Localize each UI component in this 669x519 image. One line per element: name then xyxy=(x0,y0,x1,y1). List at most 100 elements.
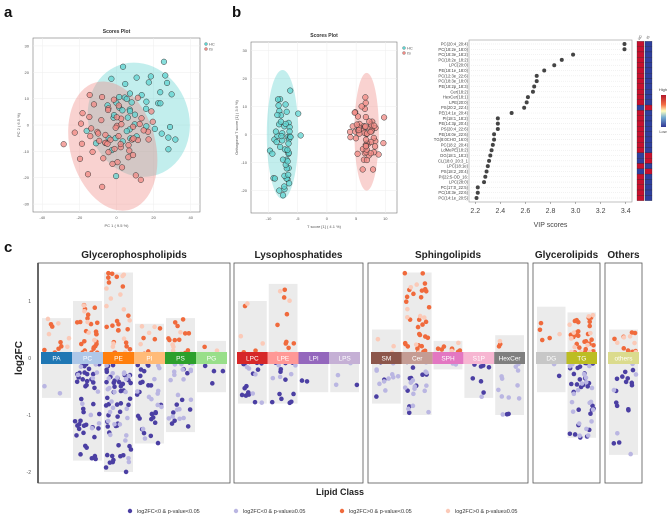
lipid-point xyxy=(140,379,145,385)
lipid-point xyxy=(96,426,101,431)
data-point-is xyxy=(86,91,93,99)
data-point-is xyxy=(358,103,365,110)
lipid-point xyxy=(425,335,431,341)
lipid-point xyxy=(557,331,562,337)
data-point-hc xyxy=(122,80,129,88)
lipid-point xyxy=(181,415,186,421)
data-point-hc xyxy=(147,73,154,80)
lipid-point xyxy=(81,430,86,436)
heatmap-cell-is xyxy=(644,83,653,90)
lipid-point xyxy=(414,282,420,287)
vip-point xyxy=(487,158,492,163)
lipid-point xyxy=(585,342,590,348)
lipid-point xyxy=(278,369,283,374)
lipid-point xyxy=(629,380,635,386)
heatmap-cell-hc xyxy=(636,147,645,153)
lipid-point xyxy=(85,316,90,321)
lipid-point xyxy=(78,452,83,457)
class-label: S1P xyxy=(473,356,485,363)
data-point-is xyxy=(359,166,366,173)
class-label: LPI xyxy=(309,356,319,363)
feature-label: PE(14:1e_20:4) xyxy=(439,111,469,116)
lipid-point xyxy=(386,376,391,381)
lipid-point xyxy=(614,376,620,382)
lipid-point xyxy=(176,337,182,343)
vip-point xyxy=(489,148,494,153)
lipid-point xyxy=(279,396,284,402)
lipid-point xyxy=(107,460,113,465)
lipid-point xyxy=(74,433,79,438)
lipid-point xyxy=(304,379,310,384)
data-point-hc xyxy=(131,111,139,118)
data-point-is xyxy=(115,102,122,109)
lipid-point xyxy=(383,388,388,393)
heatmap-cell-hc xyxy=(636,136,645,143)
data-point-is xyxy=(354,113,362,120)
lipid-point xyxy=(95,389,101,394)
data-point-hc xyxy=(123,95,130,102)
lipid-point xyxy=(104,369,110,375)
lipid-point xyxy=(583,346,589,352)
lipid-point xyxy=(181,377,186,382)
data-point-is xyxy=(145,136,152,143)
class-label: PG xyxy=(207,356,216,363)
lipid-point xyxy=(127,396,133,402)
data-point-is xyxy=(354,150,361,157)
lipid-point xyxy=(89,425,95,431)
lipid-point xyxy=(127,346,133,352)
oplsda-scores-plot: -10 -5 0 5 10 -20 -10 0 10 20 30 Scores Plot T score… xyxy=(234,33,413,229)
vip-point xyxy=(492,137,497,142)
heatmap-cell-is xyxy=(644,78,653,84)
lipid-point xyxy=(293,363,298,368)
x-tick-label: -10 xyxy=(266,216,273,221)
data-point-hc xyxy=(166,123,174,131)
lipid-point xyxy=(177,416,182,422)
data-point-hc xyxy=(143,105,150,112)
data-point-is xyxy=(137,176,144,183)
data-point-hc xyxy=(162,72,169,79)
lipid-point xyxy=(109,399,114,404)
heatmap-cell-is xyxy=(644,57,653,63)
x-tick-label: 3.4 xyxy=(621,208,631,215)
lipid-point xyxy=(149,411,155,417)
lipid-point xyxy=(621,335,627,340)
heatmap-cell-is xyxy=(644,99,653,106)
plot-frame xyxy=(468,39,633,203)
heatmap-cell-is xyxy=(644,120,653,127)
group-panel-others xyxy=(604,262,643,484)
lipid-point xyxy=(515,368,521,373)
data-point-hc xyxy=(287,134,294,141)
lipid-point xyxy=(169,421,175,426)
lipid-point xyxy=(556,373,562,379)
data-point-is xyxy=(90,101,97,108)
class-label-strip-hexcer xyxy=(494,352,525,364)
lipid-point xyxy=(381,379,387,384)
heatmap-cell-is xyxy=(644,41,653,47)
feature-label: PC(18:3e_22:6) xyxy=(438,190,468,195)
data-point-is xyxy=(362,113,369,121)
y-axis-label: Orthogonal T score [1] ( 3.9 %) xyxy=(234,99,239,154)
plot-title: Scores Plot xyxy=(103,29,131,35)
vip-point xyxy=(495,121,500,126)
lipid-point xyxy=(116,379,122,385)
data-point-is xyxy=(113,114,120,121)
class-label-strip-lps xyxy=(329,352,360,364)
y-tick-label: 20 xyxy=(25,70,30,75)
lipid-point xyxy=(170,414,176,419)
data-point-is xyxy=(138,115,145,122)
lipid-point xyxy=(112,384,117,390)
data-point-is xyxy=(60,141,67,148)
group-title: Sphingolipids xyxy=(415,250,482,261)
lipid-point xyxy=(275,322,280,328)
data-point-hc xyxy=(286,180,293,187)
data-point-is xyxy=(371,122,378,129)
legend-marker xyxy=(233,508,239,514)
legend-label: log2FC<0 & p-value≥0.05 xyxy=(243,509,306,515)
data-point-is xyxy=(351,109,358,116)
class-label-strip-tg xyxy=(566,352,597,364)
heatmap-column-label: HC xyxy=(637,34,643,41)
lipid-point xyxy=(588,411,593,417)
lipid-point xyxy=(622,369,628,375)
heatmap-cell-is xyxy=(644,94,653,100)
class-label: SM xyxy=(382,356,392,363)
